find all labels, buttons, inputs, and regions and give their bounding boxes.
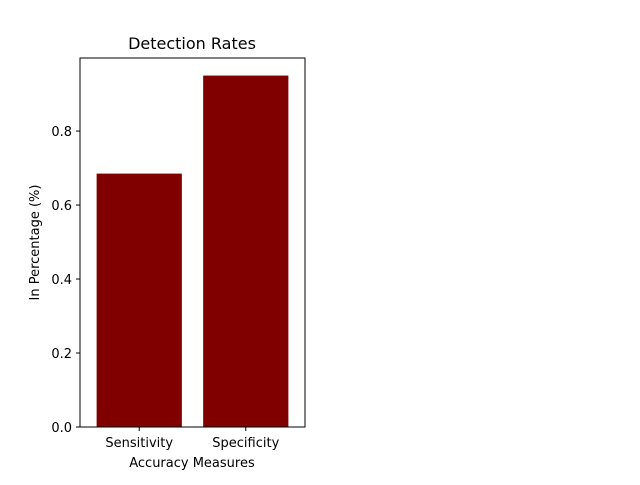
x-tick-label: Sensitivity (105, 436, 173, 451)
x-tick-label: Specificity (212, 436, 279, 451)
y-axis-ticks: 0.0 0.2 0.4 0.6 0.8 (51, 125, 80, 436)
y-tick-label: 0.4 (51, 273, 72, 288)
y-tick-label: 0.6 (51, 199, 72, 214)
bar-sensitivity (96, 173, 182, 427)
chart-title: Detection Rates (128, 34, 256, 53)
bars-group (96, 75, 289, 428)
y-tick-label: 0.0 (51, 421, 72, 436)
y-tick-label: 0.2 (51, 347, 72, 362)
bar-specificity (203, 75, 289, 428)
x-axis-label: Accuracy Measures (129, 456, 255, 471)
y-tick-label: 0.8 (51, 125, 72, 140)
x-axis-ticks: Sensitivity Specificity (105, 427, 280, 451)
plot-frame (79, 57, 306, 428)
y-axis-label: In Percentage (%) (28, 185, 43, 301)
